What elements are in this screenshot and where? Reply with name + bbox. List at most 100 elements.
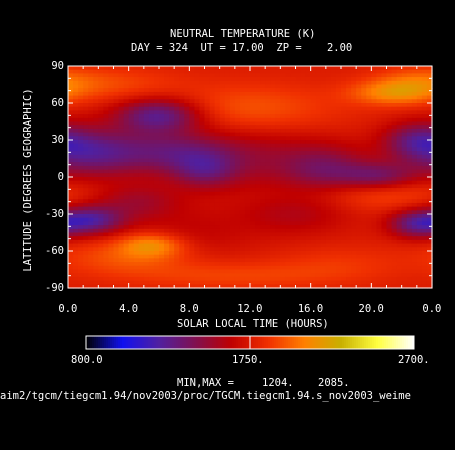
heatmap-cell [189, 69, 195, 74]
heatmap-cell [224, 243, 231, 248]
heatmap-cell [174, 132, 180, 137]
heatmap-cell [320, 91, 327, 97]
heatmap-cell [391, 162, 398, 167]
heatmap-cell [265, 88, 271, 93]
heatmap-cell [421, 103, 428, 108]
heatmap-cell [295, 154, 302, 160]
heatmap-cell [270, 77, 276, 82]
heatmap-cell [315, 225, 322, 230]
heatmap-cell [83, 88, 89, 93]
heatmap-cell [346, 221, 352, 226]
heatmap-cell [148, 136, 155, 141]
heatmap-cell [103, 184, 110, 189]
heatmap-cell [270, 184, 276, 189]
heatmap-cell [103, 162, 110, 167]
heatmap-cell [169, 77, 175, 82]
colorbar-swatch [166, 336, 169, 349]
heatmap-cell [315, 103, 322, 108]
heatmap-cell [78, 265, 84, 271]
heatmap-cell [295, 265, 302, 271]
heatmap-cell [219, 140, 226, 145]
heatmap-cell [406, 151, 413, 156]
heatmap-cell [164, 106, 170, 111]
heatmap-cell [199, 165, 206, 171]
heatmap-cell [78, 169, 84, 174]
heatmap-cell [179, 128, 185, 134]
heatmap-cell [128, 225, 135, 230]
heatmap-cell [103, 251, 110, 256]
heatmap-cell [426, 202, 433, 208]
heatmap-cell [280, 143, 286, 148]
heatmap-cell [255, 136, 261, 141]
heatmap-cell [73, 239, 79, 245]
heatmap-cell [260, 140, 266, 145]
heatmap-cell [184, 125, 190, 130]
heatmap-cell [244, 84, 251, 89]
heatmap-cell [179, 232, 185, 237]
heatmap-cell [133, 214, 140, 219]
heatmap-cell [229, 125, 236, 130]
heatmap-cell [315, 269, 322, 274]
heatmap-cell [214, 132, 221, 137]
heatmap-cell [118, 239, 125, 245]
heatmap-cell [123, 184, 130, 189]
heatmap-cell [361, 117, 367, 123]
heatmap-cell [421, 110, 428, 115]
heatmap-cell [416, 84, 423, 89]
heatmap-cell [179, 225, 185, 230]
heatmap-cell [270, 143, 276, 148]
heatmap-cell [179, 195, 185, 200]
heatmap-cell [68, 284, 74, 289]
heatmap-cell [164, 206, 170, 211]
colorbar-swatch [296, 336, 299, 349]
heatmap-cell [214, 206, 221, 211]
heatmap-cell [250, 128, 256, 134]
heatmap-cell [341, 214, 347, 219]
heatmap-cell [275, 195, 281, 200]
heatmap-cell [315, 280, 322, 285]
heatmap-cell [260, 99, 266, 104]
heatmap-cell [234, 221, 241, 226]
colorbar-swatch [250, 336, 253, 349]
heatmap-cell [73, 125, 79, 130]
heatmap-cell [78, 143, 84, 148]
heatmap-cell [103, 217, 110, 222]
heatmap-cell [421, 165, 428, 171]
heatmap-cell [234, 269, 241, 274]
heatmap-cell [255, 276, 261, 282]
heatmap-cell [391, 188, 398, 193]
heatmap-cell [401, 251, 408, 256]
heatmap-cell [184, 284, 190, 289]
heatmap-cell [371, 247, 377, 252]
heatmap-cell [300, 158, 307, 163]
heatmap-cell [229, 136, 236, 141]
heatmap-cell [371, 202, 377, 208]
heatmap-cell [68, 195, 74, 200]
heatmap-cell [386, 173, 393, 178]
heatmap-cell [83, 121, 89, 126]
heatmap-cell [335, 147, 342, 152]
heatmap-cell [83, 162, 89, 167]
heatmap-cell [285, 84, 292, 89]
heatmap-cell [406, 225, 413, 230]
heatmap-cell [108, 258, 115, 263]
heatmap-cell [133, 184, 140, 189]
heatmap-cell [330, 188, 337, 193]
heatmap-cell [214, 262, 221, 267]
colorbar-swatch [394, 336, 397, 349]
heatmap-cell [159, 188, 165, 193]
heatmap-cell [315, 140, 322, 145]
heatmap-cell [376, 265, 383, 271]
heatmap-cell [179, 99, 185, 104]
heatmap-cell [335, 128, 342, 134]
heatmap-cell [204, 236, 211, 241]
heatmap-cell [346, 66, 352, 71]
heatmap-cell [265, 151, 271, 156]
heatmap-cell [229, 143, 236, 148]
heatmap-cell [335, 84, 342, 89]
heatmap-cell [234, 188, 241, 193]
heatmap-cell [123, 214, 130, 219]
heatmap-cell [174, 251, 180, 256]
heatmap-cell [199, 140, 206, 145]
heatmap-cell [280, 236, 286, 241]
